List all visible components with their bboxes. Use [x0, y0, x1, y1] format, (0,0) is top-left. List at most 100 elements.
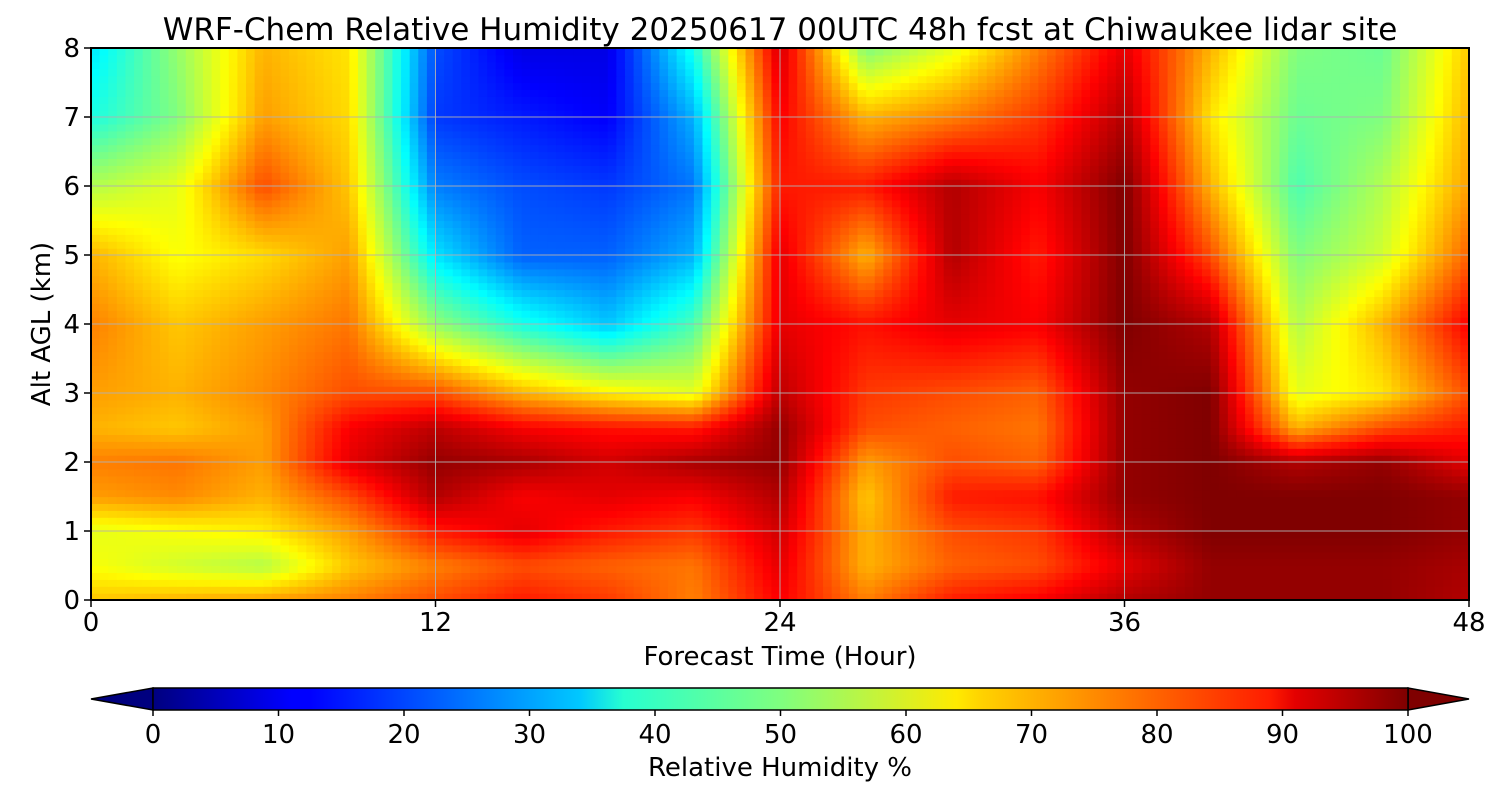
heatmap-cell — [599, 531, 609, 539]
heatmap-cell — [1400, 462, 1410, 470]
heatmap-cell — [883, 558, 893, 567]
heatmap-cell — [1193, 544, 1203, 553]
heatmap-cell — [702, 496, 712, 504]
heatmap-cell — [99, 579, 109, 587]
heatmap-cell — [108, 537, 118, 546]
heatmap-cell — [1408, 489, 1418, 498]
heatmap-cell — [1296, 427, 1306, 435]
heatmap-cell — [116, 593, 127, 600]
heatmap-cell — [831, 455, 841, 463]
heatmap-cell — [1098, 427, 1108, 435]
heatmap-cell — [1055, 544, 1065, 553]
heatmap-cell — [1210, 537, 1220, 546]
heatmap-cell — [685, 572, 695, 580]
heatmap-cell — [1357, 413, 1367, 422]
heatmap-cell — [306, 441, 316, 449]
heatmap-cell — [1124, 386, 1134, 394]
heatmap-cell — [263, 393, 273, 401]
heatmap-cell — [1262, 579, 1272, 587]
heatmap-cell — [1184, 482, 1194, 491]
heatmap-cell — [504, 489, 514, 498]
heatmap-cell — [1072, 531, 1083, 539]
heatmap-cell — [1348, 510, 1358, 518]
heatmap-cell — [1167, 503, 1177, 511]
heatmap-cell — [599, 441, 609, 449]
heatmap-cell — [1236, 510, 1246, 518]
heatmap-cell — [159, 420, 170, 429]
heatmap-cell — [435, 579, 445, 587]
heatmap-cell — [426, 524, 437, 532]
heatmap-cell — [616, 455, 626, 463]
heatmap-cell — [624, 531, 635, 539]
heatmap-cell — [943, 551, 953, 560]
heatmap-cell — [943, 406, 953, 415]
heatmap-cell — [1296, 393, 1306, 401]
heatmap-cell — [986, 420, 996, 429]
heatmap-cell — [202, 434, 213, 442]
heatmap-cell — [91, 586, 101, 594]
heatmap-cell — [573, 441, 583, 449]
heatmap-cell — [935, 531, 945, 539]
heatmap-cell — [116, 558, 127, 567]
heatmap-cell — [323, 441, 333, 449]
heatmap-cell — [1003, 468, 1014, 477]
heatmap-cell — [1262, 517, 1272, 525]
heatmap-cell — [538, 496, 549, 504]
heatmap-cell — [952, 468, 962, 477]
heatmap-cell — [1451, 551, 1461, 560]
heatmap-cell — [1434, 572, 1444, 580]
heatmap-cell — [375, 434, 385, 442]
heatmap-cell — [426, 441, 437, 449]
heatmap-cell — [797, 455, 807, 463]
heatmap-cell — [788, 593, 798, 600]
heatmap-cell — [857, 393, 867, 401]
heatmap-cell — [426, 420, 437, 429]
heatmap-cell — [1003, 579, 1014, 587]
heatmap-cell — [728, 496, 738, 504]
heatmap-cell — [1348, 441, 1358, 449]
heatmap-cell — [1339, 413, 1350, 422]
heatmap-cell — [848, 524, 859, 532]
heatmap-cell — [487, 593, 497, 600]
heatmap-cell — [573, 565, 583, 573]
heatmap-cell — [1021, 565, 1031, 573]
heatmap-cell — [547, 399, 557, 408]
heatmap-cell — [1072, 558, 1083, 567]
heatmap-cell — [702, 586, 712, 594]
heatmap-cell — [1382, 386, 1393, 394]
heatmap-cell — [487, 579, 497, 587]
heatmap-cell — [754, 517, 764, 525]
heatmap-cell — [840, 510, 850, 518]
heatmap-cell — [590, 441, 600, 449]
heatmap-cell — [323, 393, 333, 401]
heatmap-cell — [650, 386, 661, 394]
heatmap-cell — [513, 551, 523, 560]
heatmap-cell — [1012, 586, 1022, 594]
heatmap-cell — [306, 462, 316, 470]
heatmap-cell — [1055, 482, 1065, 491]
heatmap-cell — [926, 565, 936, 573]
heatmap-cell — [323, 531, 333, 539]
heatmap-cell — [624, 482, 635, 491]
heatmap-cell — [142, 586, 152, 594]
heatmap-cell — [202, 379, 213, 387]
heatmap-cell — [521, 434, 531, 442]
heatmap-cell — [1167, 468, 1177, 477]
heatmap-cell — [452, 593, 462, 600]
heatmap-cell — [211, 386, 221, 394]
heatmap-cell — [159, 434, 170, 442]
heatmap-cell — [676, 524, 686, 532]
heatmap-cell — [547, 489, 557, 498]
heatmap-cell — [736, 510, 747, 518]
heatmap-cell — [771, 413, 781, 422]
heatmap-cell — [1046, 503, 1057, 511]
heatmap-cell — [711, 420, 721, 429]
heatmap-cell — [616, 462, 626, 470]
heatmap-cell — [1443, 482, 1453, 491]
heatmap-cell — [1374, 468, 1384, 477]
heatmap-cell — [1443, 386, 1453, 394]
heatmap-cell — [246, 593, 256, 600]
heatmap-cell — [607, 531, 617, 539]
heatmap-cell — [495, 475, 505, 484]
heatmap-cell — [1357, 593, 1367, 600]
